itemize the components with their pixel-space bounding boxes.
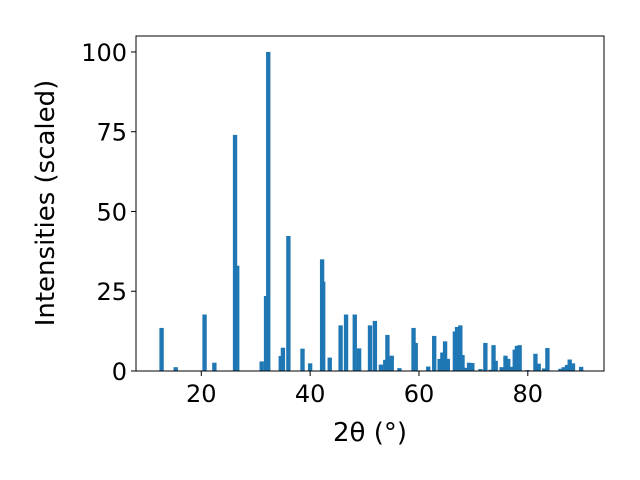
bar — [173, 367, 178, 371]
bar — [454, 326, 460, 371]
y-axis-ticks: 0 25 50 75 100 — [81, 39, 136, 386]
bars-group — [159, 51, 584, 371]
bar — [352, 314, 357, 371]
y-tick-label: 25 — [96, 278, 127, 306]
bar — [385, 334, 390, 371]
bar — [458, 325, 463, 371]
bar — [367, 325, 373, 371]
bar — [460, 355, 465, 371]
bar — [478, 369, 483, 371]
bar — [343, 314, 349, 371]
bar — [506, 358, 511, 371]
bar — [212, 362, 217, 371]
bar — [378, 364, 384, 371]
x-axis-ticks: 20 40 60 80 — [186, 371, 543, 408]
bar — [578, 366, 584, 371]
x-tick-label: 20 — [186, 380, 217, 408]
x-tick-label: 60 — [404, 380, 435, 408]
bar — [493, 360, 498, 371]
bar — [383, 359, 388, 371]
y-tick-label: 75 — [96, 119, 127, 147]
plot-frame — [135, 35, 605, 372]
bar — [533, 353, 538, 371]
bar — [440, 352, 445, 371]
bar — [499, 367, 504, 371]
bar — [327, 357, 332, 371]
bar — [202, 314, 207, 371]
bar — [503, 355, 508, 371]
bar — [442, 341, 448, 371]
bar — [397, 368, 402, 371]
bar — [266, 51, 271, 371]
y-tick-label: 0 — [112, 358, 127, 386]
bar — [570, 363, 576, 371]
y-tick-label: 50 — [96, 198, 127, 226]
bar — [561, 367, 566, 371]
bar — [564, 364, 570, 371]
bar — [491, 345, 496, 371]
bar — [300, 348, 305, 371]
bar — [159, 327, 164, 371]
bar — [413, 342, 418, 371]
bar — [466, 362, 472, 371]
bar — [470, 363, 475, 371]
y-axis-label: Intensities (scaled) — [31, 80, 61, 327]
bar — [321, 281, 326, 371]
bar — [263, 296, 269, 371]
bar — [536, 363, 541, 371]
bar — [338, 325, 343, 371]
x-tick-label: 80 — [513, 380, 544, 408]
bar — [432, 335, 437, 371]
bar — [356, 348, 362, 371]
bar — [307, 363, 313, 371]
bar — [259, 361, 264, 371]
bar — [545, 348, 550, 371]
bar — [437, 358, 442, 371]
bar — [514, 345, 520, 371]
bar — [445, 358, 450, 371]
bar — [387, 357, 392, 371]
bar — [509, 366, 514, 371]
y-tick-label: 100 — [81, 39, 127, 67]
bar — [372, 320, 378, 371]
bar — [483, 342, 488, 371]
bar — [232, 134, 238, 371]
bar — [280, 347, 286, 371]
bar — [426, 366, 431, 371]
bar — [389, 355, 394, 371]
bar — [488, 369, 493, 371]
bar — [567, 359, 572, 371]
bar — [541, 368, 547, 371]
x-axis-label: 2θ (°) — [333, 418, 407, 448]
bar — [286, 236, 291, 371]
x-tick-label: 40 — [295, 380, 326, 408]
bar — [463, 367, 468, 371]
bar — [235, 265, 240, 371]
bar — [558, 368, 563, 371]
bar — [517, 345, 522, 371]
